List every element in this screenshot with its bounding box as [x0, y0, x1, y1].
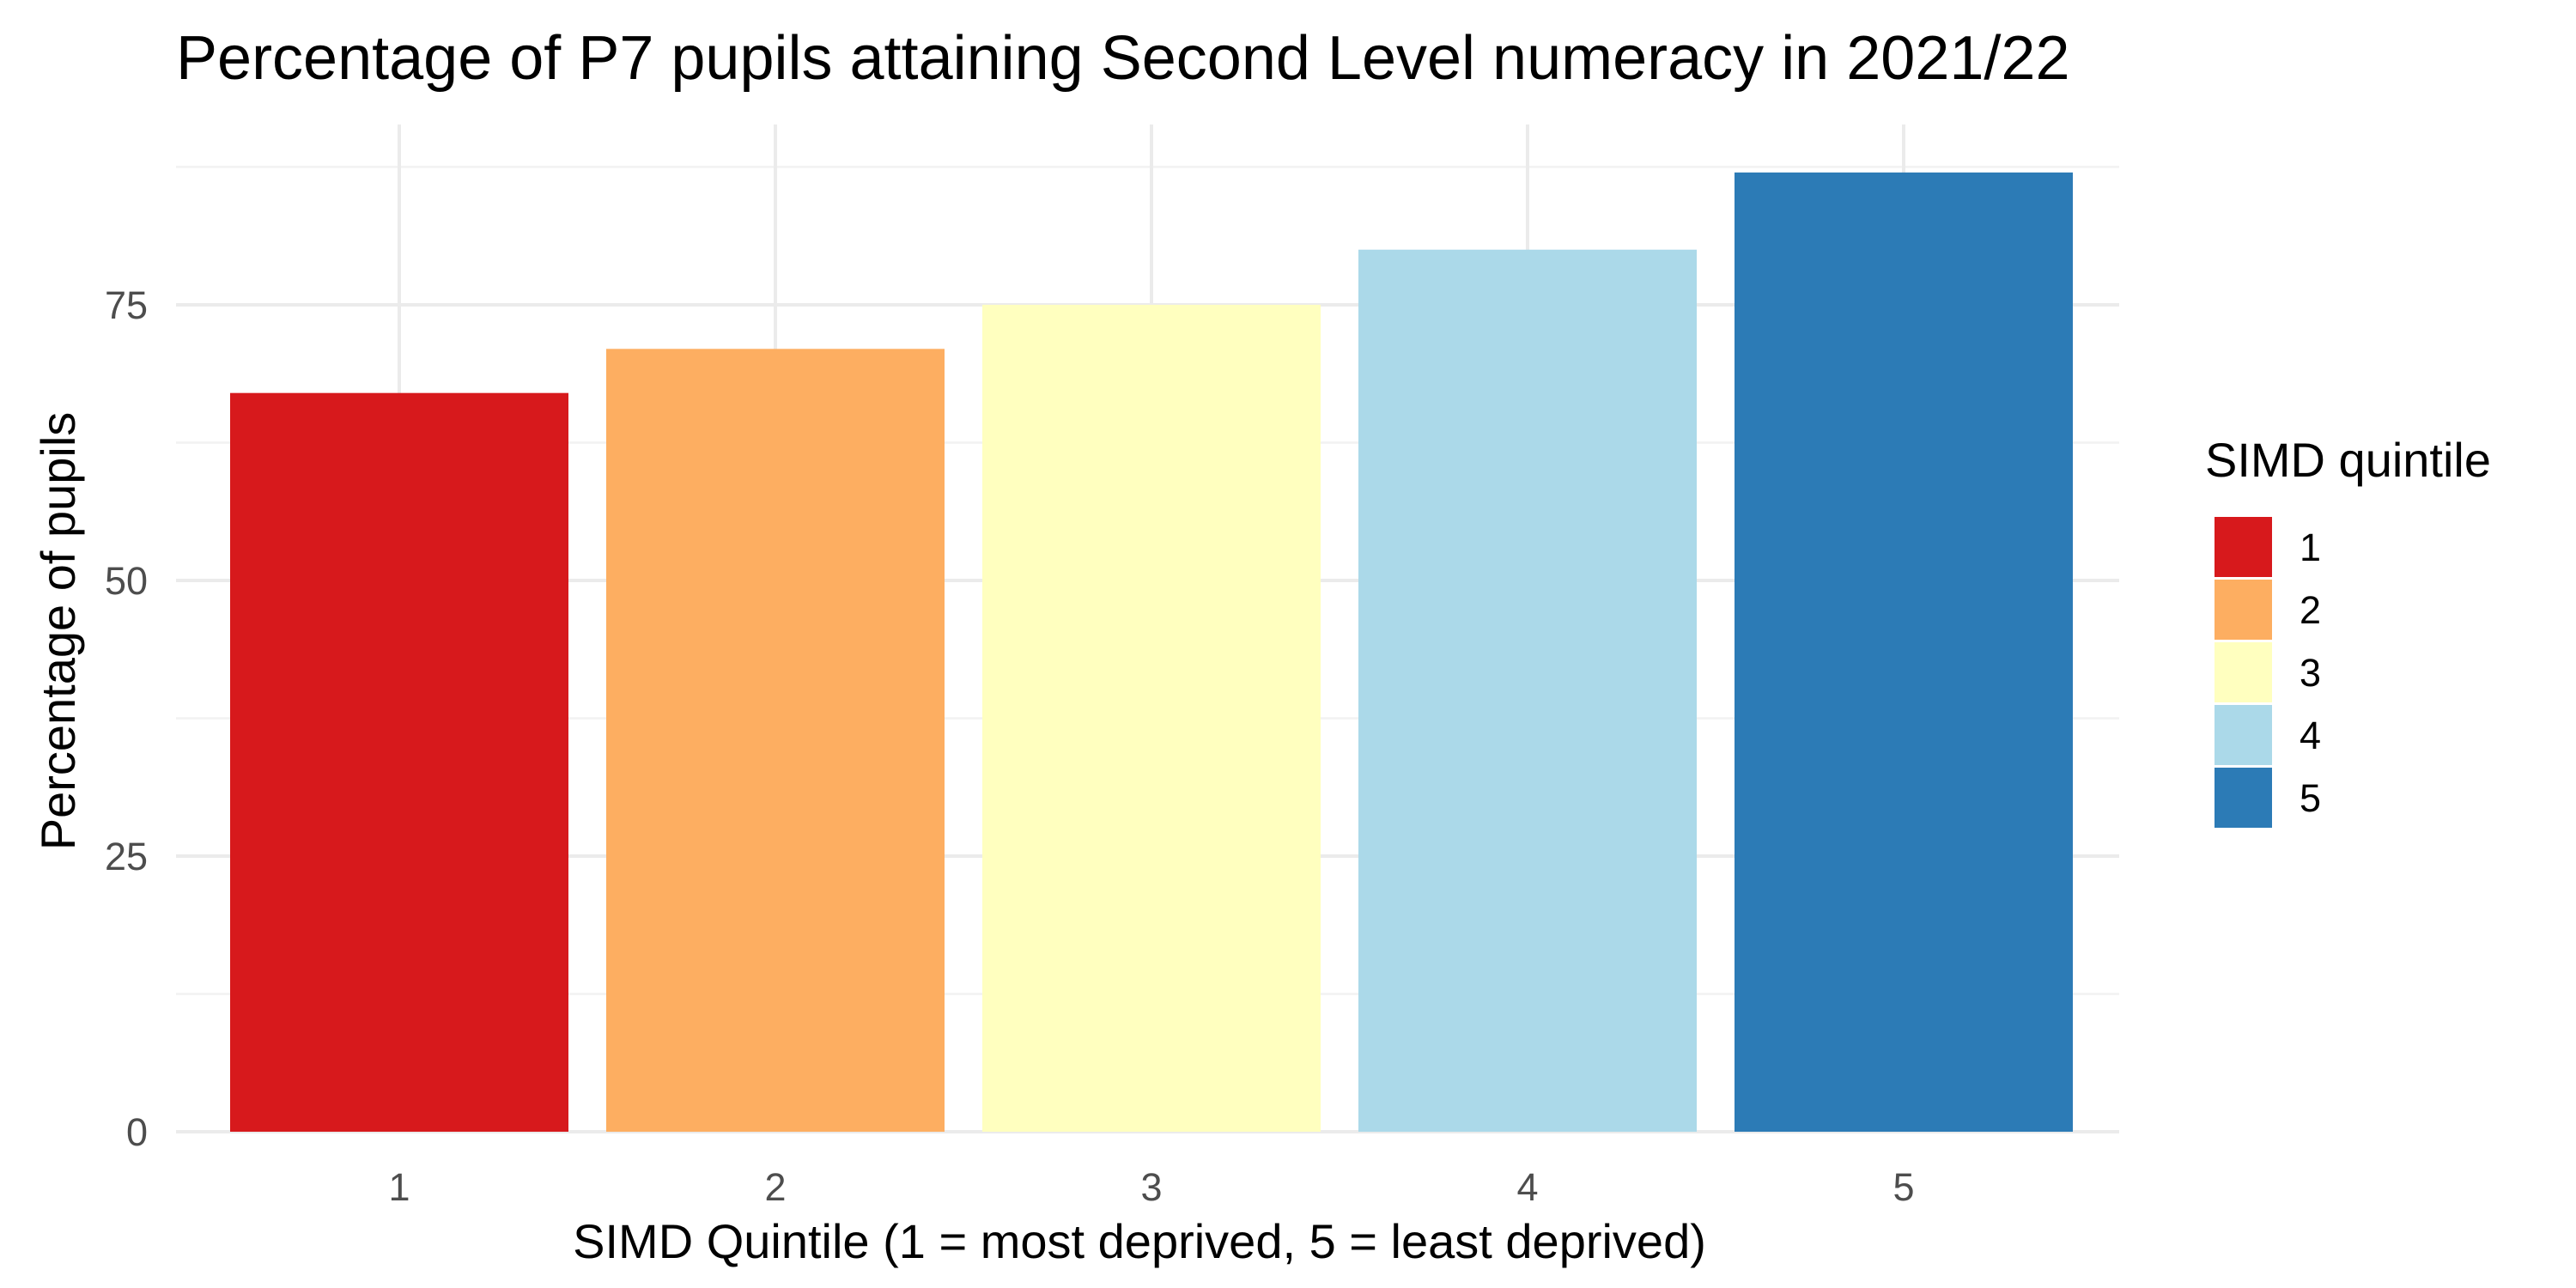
legend-swatch-2	[2215, 580, 2272, 640]
bar-quintile-4	[1358, 249, 1697, 1132]
legend-swatch-3	[2215, 642, 2272, 702]
x-tick-label: 3	[1140, 1165, 1162, 1209]
bar-quintile-5	[1735, 172, 2073, 1132]
legend: SIMD quintile 1 2 3 4 5	[2205, 433, 2491, 828]
legend-label: 2	[2300, 588, 2321, 632]
legend-swatch-5	[2215, 768, 2272, 828]
x-tick-label: 4	[1516, 1165, 1538, 1209]
y-tick-label: 75	[105, 283, 148, 327]
legend-swatch-1	[2215, 517, 2272, 577]
chart-title: Percentage of P7 pupils attaining Second…	[176, 24, 2070, 93]
legend-swatch-4	[2215, 705, 2272, 765]
legend-label: 4	[2300, 714, 2321, 757]
bar-quintile-1	[230, 392, 568, 1132]
y-axis-title: Percentage of pupils	[31, 412, 85, 851]
legend-label: 1	[2300, 526, 2321, 569]
legend-label: 3	[2300, 651, 2321, 695]
x-tick-label: 1	[388, 1165, 410, 1209]
x-tick-label: 2	[764, 1165, 786, 1209]
y-tick-label: 0	[126, 1110, 148, 1154]
bar-quintile-2	[606, 349, 945, 1132]
legend-label: 5	[2300, 776, 2321, 820]
y-tick-labels: 0 25 50 75	[105, 283, 148, 1154]
x-tick-labels: 1 2 3 4 5	[388, 1165, 1914, 1209]
x-axis-title: SIMD Quintile (1 = most deprived, 5 = le…	[573, 1214, 1706, 1268]
y-tick-label: 25	[105, 835, 148, 878]
bar-quintile-3	[982, 304, 1321, 1132]
y-tick-label: 50	[105, 559, 148, 603]
x-tick-label: 5	[1893, 1165, 1914, 1209]
legend-title: SIMD quintile	[2205, 433, 2491, 487]
bars	[230, 172, 2073, 1132]
